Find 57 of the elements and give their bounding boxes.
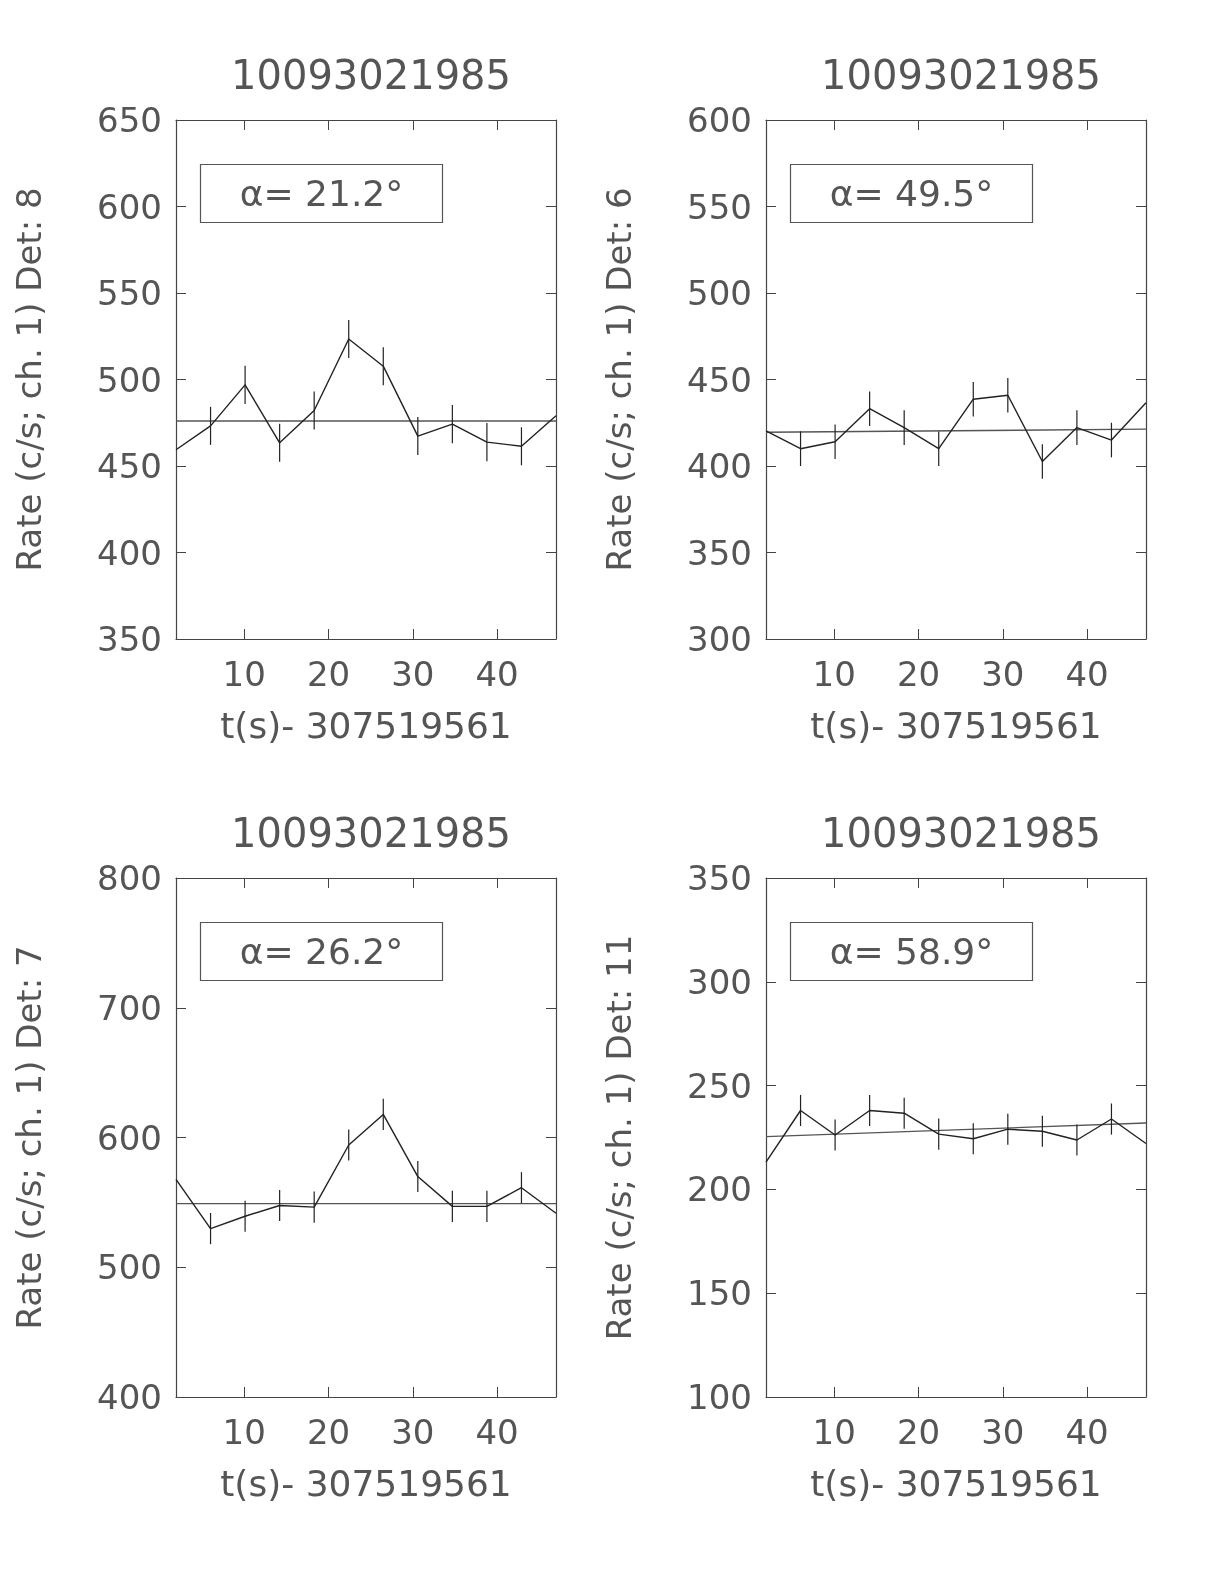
x-tick-label: 10 bbox=[222, 1412, 266, 1452]
x-tick-label: 10 bbox=[222, 654, 266, 694]
y-tick-label: 600 bbox=[687, 100, 752, 140]
y-axis-title: Rate (c/s; ch. 1) Det: 7 bbox=[9, 945, 49, 1330]
y-axis-title: Rate (c/s; ch. 1) Det: 11 bbox=[599, 934, 639, 1341]
x-tick-label: 40 bbox=[1065, 654, 1109, 694]
x-axis-title: t(s)- 307519561 bbox=[220, 704, 512, 746]
x-axis-title: t(s)- 307519561 bbox=[810, 704, 1102, 746]
y-tick-label: 400 bbox=[687, 446, 752, 486]
x-tick-label: 10 bbox=[812, 1412, 856, 1452]
y-tick-label: 200 bbox=[687, 1169, 752, 1210]
x-axis-title: t(s)- 307519561 bbox=[220, 1462, 512, 1504]
chart-title: 10093021985 bbox=[821, 52, 1101, 98]
annotation: α= 49.5° bbox=[829, 173, 994, 214]
y-tick-label: 400 bbox=[97, 532, 162, 573]
y-tick-label: 250 bbox=[687, 1065, 752, 1106]
y-tick-label: 800 bbox=[97, 858, 162, 898]
x-axis-title: t(s)- 307519561 bbox=[810, 1462, 1102, 1504]
chart-title: 10093021985 bbox=[821, 810, 1101, 856]
chart-title: 10093021985 bbox=[231, 810, 511, 856]
y-tick-label: 600 bbox=[97, 1117, 162, 1158]
x-tick-label: 20 bbox=[896, 654, 941, 694]
x-tick-label: 10 bbox=[812, 654, 856, 694]
x-tick-label: 40 bbox=[475, 654, 519, 694]
y-tick-label: 650 bbox=[97, 100, 162, 140]
y-tick-label: 500 bbox=[97, 359, 162, 400]
y-tick-label: 350 bbox=[687, 858, 752, 898]
y-axis-title: Rate (c/s; ch. 1) Det: 8 bbox=[9, 187, 49, 572]
x-tick-label: 40 bbox=[1065, 1412, 1109, 1452]
y-tick-label: 150 bbox=[687, 1273, 752, 1314]
y-tick-label: 300 bbox=[687, 619, 752, 659]
x-tick-label: 20 bbox=[306, 1412, 351, 1452]
x-tick-label: 30 bbox=[391, 1412, 435, 1452]
y-tick-label: 450 bbox=[687, 359, 752, 400]
annotation: α= 21.2° bbox=[239, 173, 404, 214]
y-tick-label: 600 bbox=[97, 186, 162, 227]
y-tick-label: 550 bbox=[687, 186, 752, 227]
y-tick-label: 550 bbox=[97, 273, 162, 313]
y-tick-label: 450 bbox=[97, 446, 162, 486]
chart-title: 10093021985 bbox=[231, 52, 511, 98]
x-tick-label: 30 bbox=[981, 1412, 1025, 1452]
y-tick-label: 350 bbox=[97, 619, 162, 659]
x-tick-label: 30 bbox=[981, 654, 1025, 694]
y-tick-label: 350 bbox=[687, 532, 752, 573]
x-tick-label: 30 bbox=[391, 654, 435, 694]
y-axis-title: Rate (c/s; ch. 1) Det: 6 bbox=[599, 187, 639, 572]
y-tick-label: 300 bbox=[687, 961, 752, 1002]
annotation: α= 26.2° bbox=[239, 931, 404, 972]
y-tick-label: 700 bbox=[97, 987, 162, 1028]
x-tick-label: 40 bbox=[475, 1412, 519, 1452]
x-tick-label: 20 bbox=[306, 654, 351, 694]
y-tick-label: 500 bbox=[687, 273, 752, 313]
x-tick-label: 20 bbox=[896, 1412, 941, 1452]
y-tick-label: 500 bbox=[97, 1247, 162, 1288]
y-tick-label: 400 bbox=[97, 1377, 162, 1417]
y-tick-label: 100 bbox=[687, 1377, 752, 1417]
annotation: α= 58.9° bbox=[829, 931, 994, 972]
